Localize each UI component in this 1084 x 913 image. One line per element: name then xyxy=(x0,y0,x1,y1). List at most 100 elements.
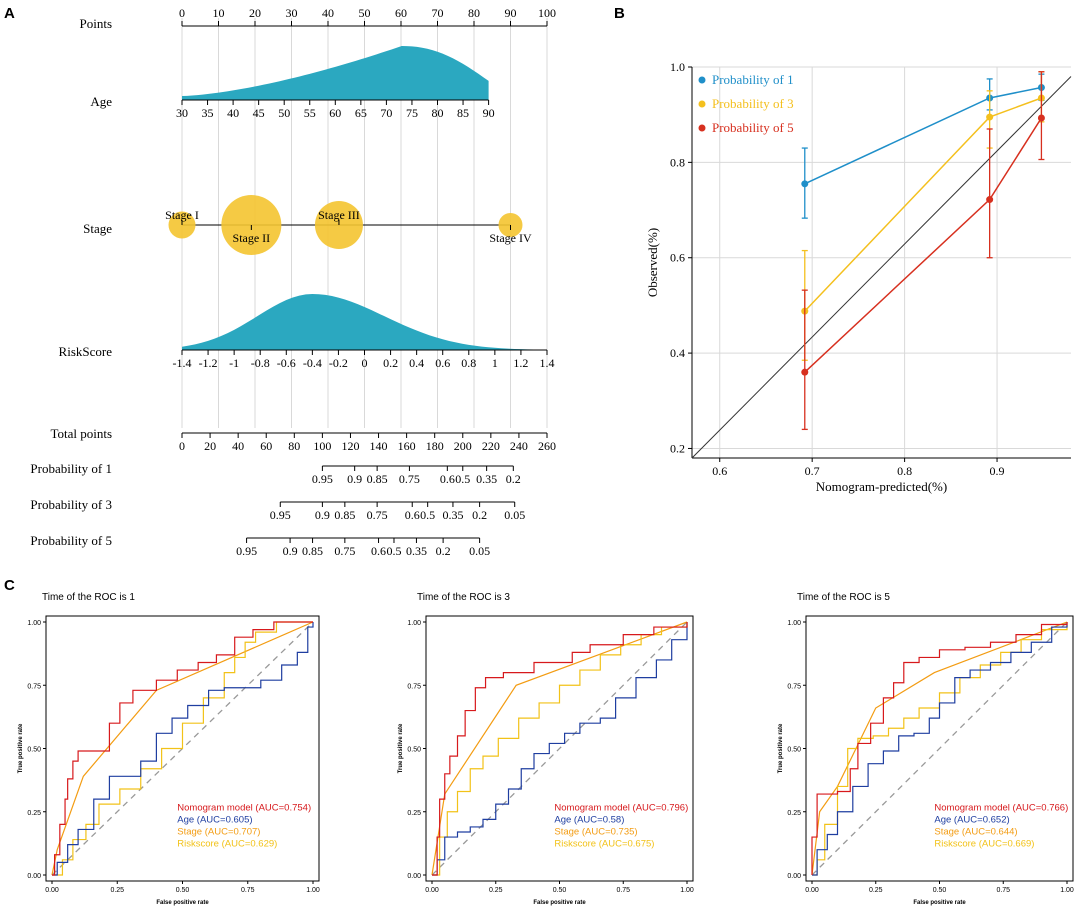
calibration-xlabel: Nomogram-predicted(%) xyxy=(816,479,947,494)
probability-5-tick-label: 0.75 xyxy=(334,544,355,558)
roc-ytick-label: 0.25 xyxy=(787,810,801,817)
roc-legend-label: Stage (AUC=0.707) xyxy=(177,826,260,837)
roc-curve xyxy=(812,622,1068,876)
roc-legend-label: Stage (AUC=0.644) xyxy=(934,826,1017,837)
probability-5-tick-label: 0.95 xyxy=(236,544,257,558)
roc-curve xyxy=(432,622,688,876)
roc-ytick-label: 0.50 xyxy=(407,747,421,754)
total-points-tick-label: 240 xyxy=(510,439,528,453)
roc-xtick-label: 0.75 xyxy=(996,887,1010,894)
roc-curve xyxy=(811,621,1068,876)
roc-ytick-label: 0.25 xyxy=(27,810,41,817)
probability-3-label: Probability of 3 xyxy=(30,497,112,512)
points-tick-label: 40 xyxy=(322,6,334,20)
roc-xtick-label: 0.75 xyxy=(241,887,255,894)
roc-chart-5: Time of the ROC is 5 0.00 0.00 0.25 0.25 0.50… xyxy=(778,592,1074,906)
roc-ytick-label: 1.00 xyxy=(787,620,801,627)
probability-1-tick-label: 0.6 xyxy=(440,472,455,486)
age-tick-label: 80 xyxy=(432,106,444,120)
roc-ytick-label: 0.00 xyxy=(787,873,801,880)
roc-curve xyxy=(52,622,314,876)
age-tick-label: 65 xyxy=(355,106,367,120)
roc-legend-label: Nomogram model (AUC=0.796) xyxy=(554,802,688,813)
roc-xtick-label: 1.00 xyxy=(306,887,320,894)
probability-5-tick-label: 0.2 xyxy=(436,544,451,558)
calibration-ytick-label: 1.0 xyxy=(670,60,685,74)
roc-chance-line xyxy=(431,621,688,876)
stage-category-label: Stage I xyxy=(165,208,199,222)
roc-curve xyxy=(811,622,1068,875)
calibration-legend-label: Probability of 5 xyxy=(712,120,794,135)
calibration-ytick-label: 0.2 xyxy=(670,441,685,455)
roc-xtick-label: 0.50 xyxy=(933,887,947,894)
total-points-tick-label: 120 xyxy=(341,439,359,453)
age-tick-label: 45 xyxy=(253,106,265,120)
points-tick-label: 90 xyxy=(505,6,517,20)
roc-xlabel: False positive rate xyxy=(156,900,209,906)
calibration-chart: 0.2 0.4 0.6 0.8 1.0 0.6 0.7 0.8 0.9 Probability o… xyxy=(645,60,1072,494)
roc-chart-3: Time of the ROC is 3 0.00 0.00 0.25 0.25 0.50… xyxy=(398,592,694,906)
total-points-tick-label: 80 xyxy=(288,439,300,453)
probability-5-tick-label: 0.6 xyxy=(371,544,386,558)
calibration-xtick-label: 0.6 xyxy=(712,464,727,478)
calibration-legend-marker xyxy=(698,100,706,108)
calibration-point xyxy=(986,113,994,121)
probability-3-tick-label: 0.6 xyxy=(405,508,420,522)
riskscore-tick-label: -0.6 xyxy=(277,356,296,370)
roc-xtick-label: 0.50 xyxy=(553,887,567,894)
roc-ylabel: True positive rate xyxy=(18,723,24,773)
probability-1-tick-label: 0.85 xyxy=(367,472,388,486)
roc-curve xyxy=(51,621,314,876)
riskscore-tick-label: 1.4 xyxy=(540,356,555,370)
probability-1-tick-label: 0.75 xyxy=(399,472,420,486)
probability-1-label: Probability of 1 xyxy=(30,461,112,476)
age-tick-label: 55 xyxy=(304,106,316,120)
roc-chance-line xyxy=(811,621,1068,876)
roc-legend-label: Riskscore (AUC=0.675) xyxy=(554,838,654,849)
age-label: Age xyxy=(90,94,112,109)
roc-xtick-label: 0.25 xyxy=(489,887,503,894)
roc-xtick-label: 0.75 xyxy=(616,887,630,894)
calibration-legend-marker xyxy=(698,124,706,132)
roc-xtick-label: 0.00 xyxy=(425,887,439,894)
panel-label-b: B xyxy=(614,5,625,22)
roc-ylabel: True positive rate xyxy=(778,723,784,773)
riskscore-tick-label: 0.4 xyxy=(409,356,424,370)
roc-xtick-label: 0.00 xyxy=(45,887,59,894)
probability-3-tick-label: 0.35 xyxy=(442,508,463,522)
probability-1-tick-label: 0.35 xyxy=(476,472,497,486)
points-tick-label: 100 xyxy=(538,6,556,20)
roc-legend-label: Nomogram model (AUC=0.766) xyxy=(934,802,1068,813)
probability-3-tick-label: 0.2 xyxy=(472,508,487,522)
points-tick-label: 50 xyxy=(359,6,371,20)
roc-chart-1: Time of the ROC is 1 0.00 0.00 0.25 0.25 0.50… xyxy=(18,592,320,906)
age-tick-label: 70 xyxy=(380,106,392,120)
age-tick-label: 40 xyxy=(227,106,239,120)
points-tick-label: 0 xyxy=(179,6,185,20)
total-points-tick-label: 60 xyxy=(260,439,272,453)
total-points-tick-label: 100 xyxy=(313,439,331,453)
points-tick-label: 60 xyxy=(395,6,407,20)
roc-ytick-label: 1.00 xyxy=(27,620,41,627)
calibration-xtick-label: 0.8 xyxy=(897,464,912,478)
riskscore-tick-label: 1 xyxy=(492,356,498,370)
calibration-ytick-label: 0.8 xyxy=(670,155,685,169)
roc-legend-label: Riskscore (AUC=0.669) xyxy=(934,838,1034,849)
roc-title: Time of the ROC is 3 xyxy=(417,592,510,603)
total-points-tick-label: 220 xyxy=(482,439,500,453)
age-density-area xyxy=(182,46,489,100)
roc-xlabel: False positive rate xyxy=(913,900,966,906)
age-tick-label: 85 xyxy=(457,106,469,120)
calibration-reference-line xyxy=(691,76,1072,459)
riskscore-tick-label: 0.2 xyxy=(383,356,398,370)
panel-label-c: C xyxy=(4,577,15,594)
roc-legend-label: Nomogram model (AUC=0.754) xyxy=(177,802,311,813)
roc-ytick-label: 0.50 xyxy=(27,747,41,754)
calibration-legend-label: Probability of 1 xyxy=(712,72,794,87)
points-label: Points xyxy=(79,16,112,31)
probability-5-tick-label: 0.35 xyxy=(406,544,427,558)
calibration-ylabel: Observed(%) xyxy=(645,228,660,297)
calibration-xtick-label: 0.7 xyxy=(805,464,820,478)
probability-3-tick-label: 0.5 xyxy=(420,508,435,522)
riskscore-tick-label: 0 xyxy=(362,356,368,370)
